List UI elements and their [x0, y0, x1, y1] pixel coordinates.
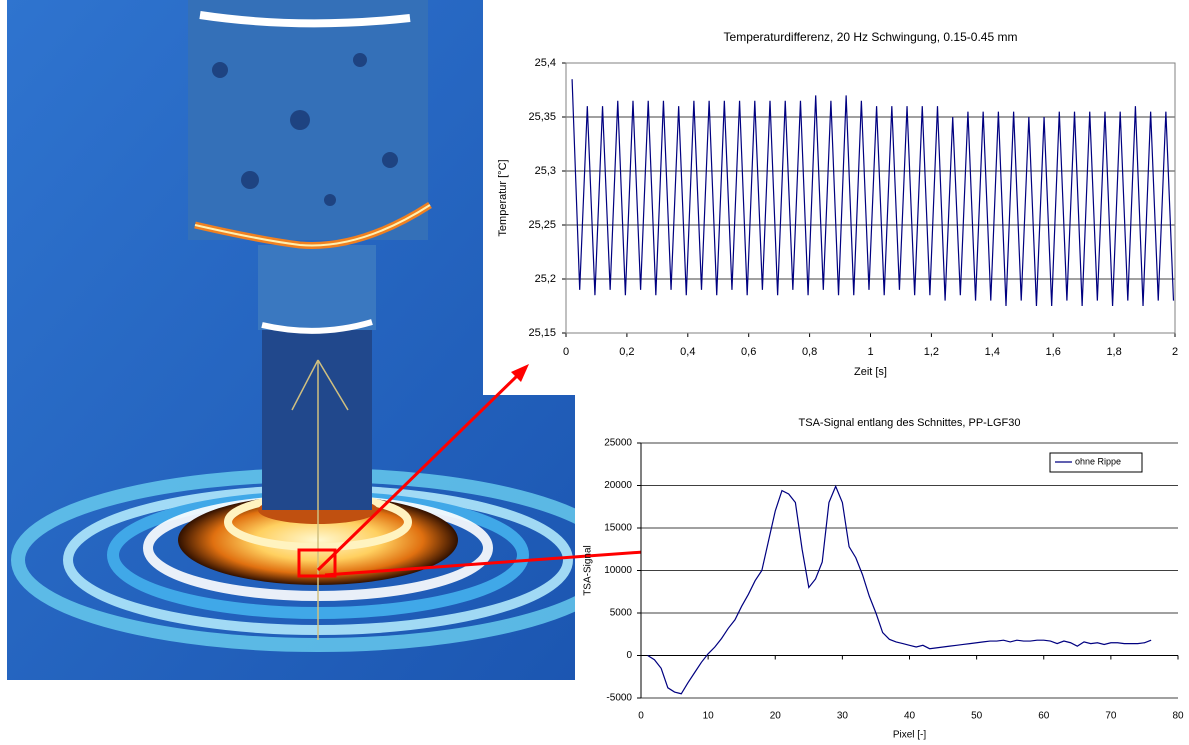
data-line: [647, 484, 1152, 695]
x-tick-label: 1,2: [924, 346, 939, 358]
y-tick-label: 25,4: [535, 57, 556, 69]
x-tick-label: 20: [770, 711, 782, 722]
x-tick-label: 70: [1105, 711, 1117, 722]
y-tick-label: -5000: [606, 693, 632, 704]
x-tick-label: 0: [563, 346, 569, 358]
x-tick-label: 0,6: [741, 346, 756, 358]
x-tick-label: 40: [904, 711, 916, 722]
y-tick-label: 15000: [604, 523, 632, 534]
x-tick-label: 30: [837, 711, 849, 722]
y-tick-label: 25,25: [528, 219, 556, 231]
y-tick-label: 5000: [610, 608, 633, 619]
chart: Temperaturdifferenz, 20 Hz Schwingung, 0…: [497, 30, 1178, 378]
chart-title: TSA-Signal entlang des Schnittes, PP-LGF…: [799, 417, 1021, 429]
y-tick-label: 25,3: [535, 165, 556, 177]
y-tick-label: 10000: [604, 565, 632, 576]
y-tick-label: 25,2: [535, 273, 556, 285]
y-tick-label: 25000: [604, 438, 632, 449]
x-tick-label: 1: [867, 346, 873, 358]
thermal-image: [7, 0, 575, 680]
y-tick-label: 0: [626, 650, 632, 661]
x-tick-label: 80: [1172, 711, 1184, 722]
x-tick-label: 1,4: [985, 346, 1000, 358]
legend-box: [1049, 452, 1143, 473]
x-tick-label: 50: [971, 711, 983, 722]
chart: TSA-Signal entlang des Schnittes, PP-LGF…: [583, 417, 1184, 741]
x-tick-label: 1,8: [1106, 346, 1121, 358]
y-tick-label: 25,15: [528, 327, 556, 339]
x-axis-title: Zeit [s]: [854, 366, 887, 378]
x-tick-label: 60: [1038, 711, 1050, 722]
y-tick-label: 25,35: [528, 111, 556, 123]
legend-label: ohne Rippe: [1075, 456, 1121, 466]
x-tick-label: 0,8: [802, 346, 817, 358]
y-axis-title: Temperatur [°C]: [497, 159, 509, 236]
x-tick-label: 1,6: [1046, 346, 1061, 358]
x-tick-label: 2: [1172, 346, 1178, 358]
data-line: [571, 79, 1175, 307]
chart-title: Temperaturdifferenz, 20 Hz Schwingung, 0…: [724, 30, 1018, 44]
x-tick-label: 0,2: [619, 346, 634, 358]
x-axis-title: Pixel [-]: [893, 730, 927, 741]
y-axis-title: TSA-Signal: [583, 545, 594, 596]
x-tick-label: 10: [703, 711, 715, 722]
plot-area: [566, 63, 1175, 333]
x-tick-label: 0: [638, 711, 644, 722]
x-tick-label: 0,4: [680, 346, 695, 358]
plot-border: [565, 62, 1176, 334]
y-tick-label: 20000: [604, 480, 632, 491]
